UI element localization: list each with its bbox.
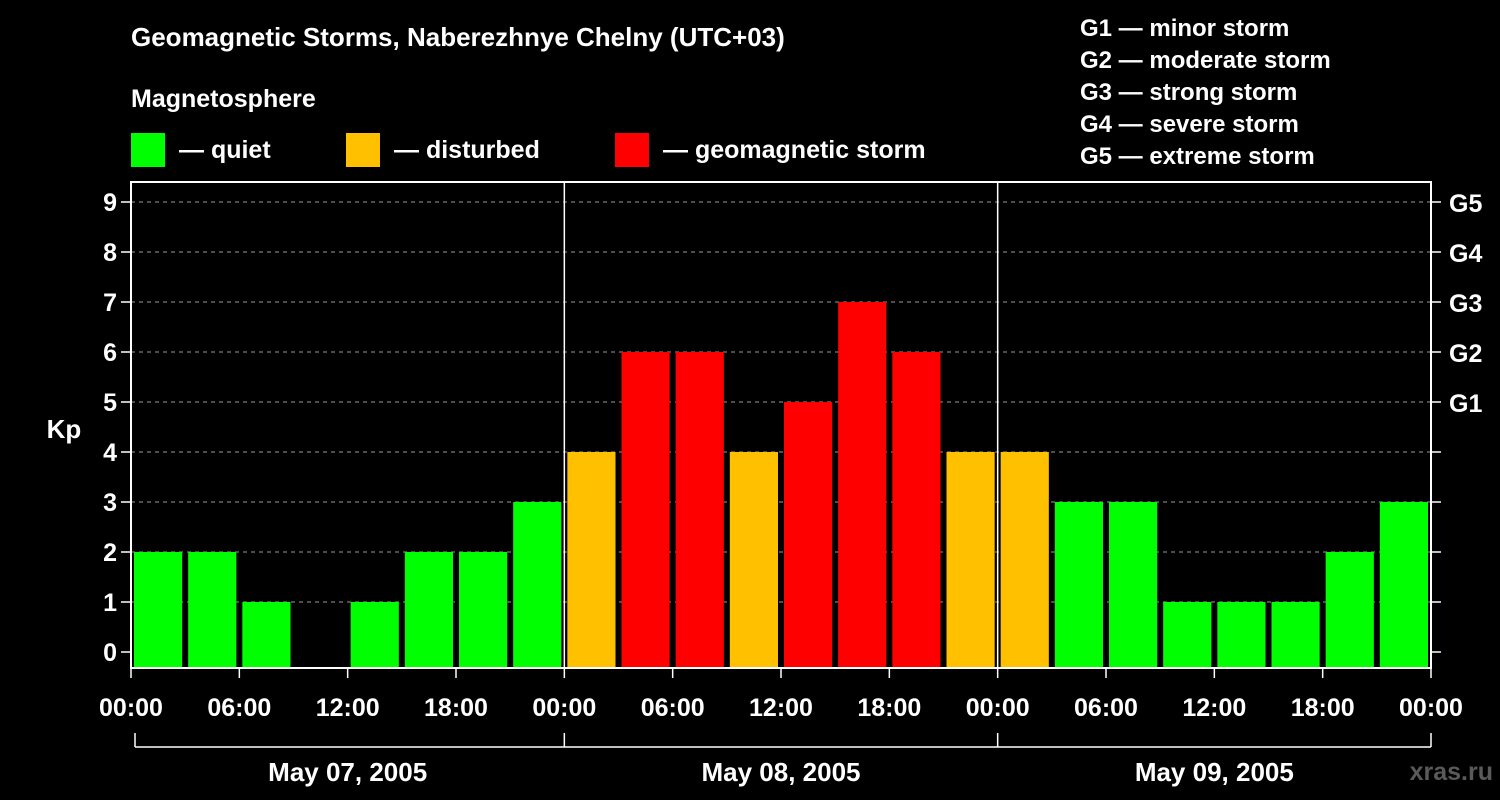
g-level-label: G1 — [1449, 390, 1482, 418]
y-tick-label: 9 — [103, 189, 117, 217]
storm-scale-g3: G3 — strong storm — [1080, 79, 1298, 106]
date-label: May 08, 2005 — [701, 757, 860, 787]
legend-swatch-storm — [615, 133, 649, 167]
bar — [1163, 602, 1212, 668]
x-tick-label: 06:00 — [207, 694, 271, 722]
x-tick-label: 12:00 — [749, 694, 813, 722]
legend-label-disturbed: — disturbed — [394, 135, 540, 164]
y-tick-label: 6 — [103, 339, 117, 367]
g-level-label: G4 — [1449, 240, 1482, 268]
y-tick-label: 7 — [103, 289, 117, 317]
bar — [892, 352, 941, 668]
legend-label-storm: — geomagnetic storm — [663, 135, 926, 164]
legend-quiet: — quiet — [131, 133, 271, 167]
y-tick-label: 0 — [103, 639, 117, 667]
x-tick-label: 18:00 — [1291, 694, 1355, 722]
plot-frame — [130, 181, 1432, 669]
storm-scale-g5: G5 — extreme storm — [1080, 143, 1315, 170]
chart-title: Geomagnetic Storms, Naberezhnye Chelny (… — [131, 22, 785, 52]
storm-scale-g1: G1 — minor storm — [1080, 15, 1290, 42]
g-level-label: G3 — [1449, 290, 1482, 318]
storm-scale-g4: G4 — severe storm — [1080, 111, 1299, 138]
bar — [134, 552, 183, 668]
bar — [1000, 452, 1049, 668]
bar — [621, 352, 670, 668]
x-tick-label: 12:00 — [1182, 694, 1246, 722]
storm-scale-g2: G2 — moderate storm — [1080, 47, 1331, 74]
x-tick-label: 00:00 — [532, 694, 596, 722]
legend-label-quiet: — quiet — [179, 135, 271, 164]
y-tick-label: 2 — [103, 539, 117, 567]
bar — [946, 452, 995, 668]
date-label: May 09, 2005 — [1135, 757, 1294, 787]
bar — [1325, 552, 1374, 668]
x-tick-label: 12:00 — [316, 694, 380, 722]
bar — [350, 602, 399, 668]
g-level-label: G2 — [1449, 340, 1482, 368]
bar — [567, 452, 616, 668]
x-tick-label: 18:00 — [424, 694, 488, 722]
bar — [188, 552, 237, 668]
y-tick-label: 8 — [103, 239, 117, 267]
bar — [1109, 502, 1158, 668]
x-tick-label: 18:00 — [857, 694, 921, 722]
bar — [1054, 502, 1103, 668]
bar — [729, 452, 778, 668]
x-tick-label: 00:00 — [99, 694, 163, 722]
legend-swatch-quiet — [131, 133, 165, 167]
x-tick-label: 00:00 — [1399, 694, 1463, 722]
bar — [513, 502, 562, 668]
g-level-label: G5 — [1449, 190, 1482, 218]
x-tick-label: 00:00 — [966, 694, 1030, 722]
bar — [459, 552, 508, 668]
y-axis-label: Kp — [47, 414, 82, 444]
legend-swatch-disturbed — [346, 133, 380, 167]
bar — [838, 302, 887, 668]
bar — [675, 352, 724, 668]
y-tick-label: 3 — [103, 489, 117, 517]
bar — [1217, 602, 1266, 668]
legend-disturbed: — disturbed — [346, 133, 540, 167]
storm-scale-legend: G1 — minor storm G2 — moderate storm G3 … — [1080, 13, 1331, 173]
y-tick-label: 1 — [103, 589, 117, 617]
bar — [404, 552, 453, 668]
x-tick-label: 06:00 — [1074, 694, 1138, 722]
y-tick-label: 5 — [103, 389, 117, 417]
bar — [1271, 602, 1320, 668]
y-tick-label: 4 — [103, 439, 117, 467]
legend-storm: — geomagnetic storm — [615, 133, 926, 167]
watermark: xras.ru — [1410, 758, 1493, 786]
bar — [1379, 502, 1428, 668]
x-tick-label: 06:00 — [641, 694, 705, 722]
date-label: May 07, 2005 — [268, 757, 427, 787]
bar — [784, 402, 833, 668]
bar — [242, 602, 291, 668]
legend-title: Magnetosphere — [131, 85, 316, 113]
